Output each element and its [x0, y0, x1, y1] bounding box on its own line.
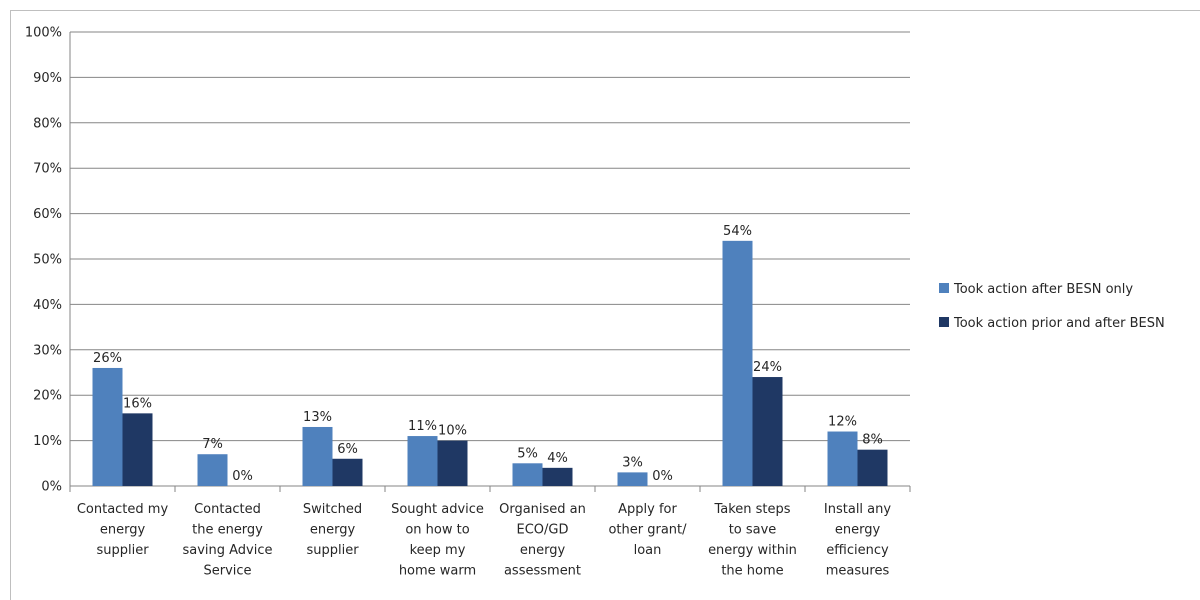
data-label: 16% [123, 396, 152, 411]
data-label: 26% [93, 351, 122, 366]
data-label: 8% [862, 433, 883, 448]
category-label: on how to [405, 523, 469, 538]
category-label: supplier [96, 543, 149, 558]
y-tick-label: 90% [33, 71, 62, 86]
bar-after-only [617, 472, 648, 486]
category-label: Sought advice [391, 502, 484, 517]
legend-label: Took action after BESN only [953, 282, 1133, 297]
bar-after-only [197, 454, 228, 486]
category-label: energy within [708, 543, 797, 558]
bar-after-only [407, 436, 438, 486]
data-label: 6% [337, 442, 358, 457]
data-labels: 26% 16% 7% 0% 13% 6% 11% 10% 5% 4% 3% 0% 54% 24% 12% 8% [93, 224, 883, 484]
category-label: Apply for [618, 502, 677, 517]
y-tick-label: 0% [41, 480, 62, 495]
category-label: energy [310, 523, 356, 538]
data-label: 7% [202, 437, 223, 452]
gridlines [69, 31, 911, 492]
bar-prior-and-after [122, 413, 153, 486]
data-label: 5% [517, 446, 538, 461]
data-label: 24% [753, 360, 782, 375]
legend-swatch [939, 283, 949, 293]
category-label: the energy [192, 523, 263, 538]
category-label: measures [826, 564, 890, 579]
data-label: 0% [232, 469, 253, 484]
category-label: assessment [504, 564, 581, 579]
category-label: ECO/GD [517, 523, 569, 538]
legend: Took action after BESN only Took action p… [939, 282, 1165, 331]
data-label: 11% [408, 419, 437, 434]
bar-prior-and-after [752, 377, 783, 486]
data-label: 0% [652, 469, 673, 484]
bar-prior-and-after [437, 440, 468, 486]
y-tick-label: 60% [33, 207, 62, 222]
y-tick-label: 20% [33, 389, 62, 404]
category-label: loan [634, 543, 662, 558]
data-label: 3% [622, 455, 643, 470]
bar-after-only [302, 426, 333, 486]
bar-prior-and-after [857, 449, 888, 486]
data-label: 12% [828, 415, 857, 430]
category-label: energy [835, 523, 881, 538]
category-label: saving Advice [182, 543, 272, 558]
y-tick-label: 10% [33, 434, 62, 449]
category-label: to save [729, 523, 777, 538]
category-label: Taken steps [713, 502, 790, 517]
y-tick-label: 40% [33, 298, 62, 313]
category-label: other grant/ [608, 523, 687, 538]
bar-prior-and-after [542, 467, 573, 486]
category-label: the home [721, 564, 783, 579]
y-tick-label: 30% [33, 343, 62, 358]
legend-swatch [939, 317, 949, 327]
category-labels: Contacted my energy supplier Contacted the e… [77, 502, 892, 579]
category-label: Install any [824, 502, 891, 517]
chart-frame [10, 10, 1200, 600]
category-label: Contacted [194, 502, 261, 517]
data-label: 10% [438, 424, 467, 439]
category-label: efficiency [826, 543, 889, 558]
category-label: Contacted my [77, 502, 169, 517]
y-tick-label: 70% [33, 162, 62, 177]
category-label: keep my [410, 543, 466, 558]
data-label: 54% [723, 224, 752, 239]
data-label: 4% [547, 451, 568, 466]
bar-prior-and-after [332, 458, 363, 486]
category-label: home warm [399, 564, 476, 579]
category-label: energy [100, 523, 146, 538]
category-label: supplier [306, 543, 359, 558]
bars [92, 240, 888, 486]
y-axis-ticks: 0% 10% 20% 30% 40% 50% 60% 70% 80% 90% 100% [25, 26, 62, 495]
y-tick-label: 80% [33, 116, 62, 131]
y-tick-label: 100% [25, 26, 62, 41]
bar-after-only [92, 367, 123, 486]
data-label: 13% [303, 410, 332, 425]
bar-after-only [512, 463, 543, 486]
category-label: Organised an [499, 502, 586, 517]
category-label: Service [203, 564, 251, 579]
bar-after-only [827, 431, 858, 486]
bar-after-only [722, 240, 753, 486]
y-tick-label: 50% [33, 253, 62, 268]
legend-label: Took action prior and after BESN [953, 316, 1165, 331]
category-label: Switched [303, 502, 362, 517]
category-label: energy [520, 543, 566, 558]
